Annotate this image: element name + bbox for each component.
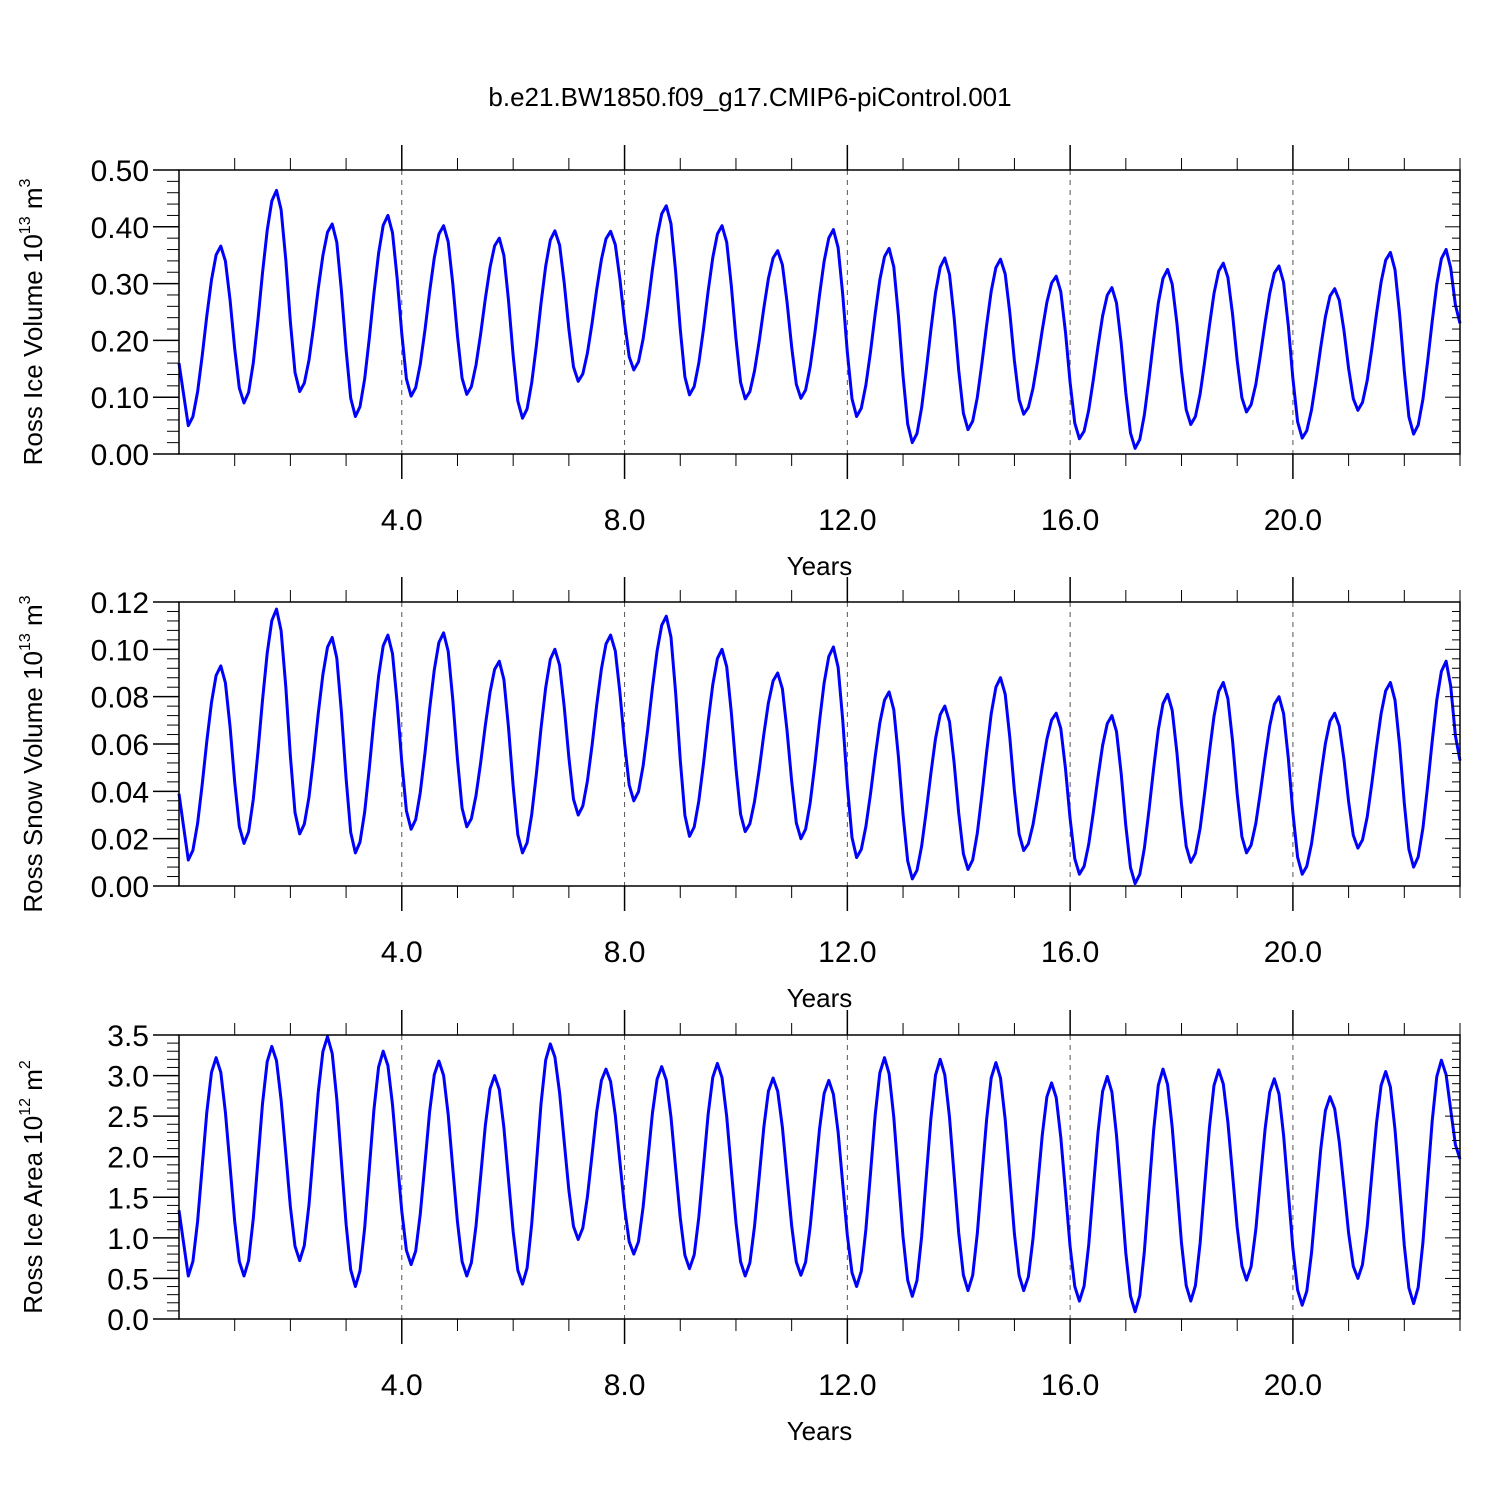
y-tick-label: 0.0 xyxy=(107,1304,149,1337)
x-tick-label: 16.0 xyxy=(1041,1369,1099,1402)
series-line xyxy=(177,1035,1462,1314)
y-tick-label: 0.02 xyxy=(91,824,149,857)
x-tick-label: 16.0 xyxy=(1041,504,1099,537)
x-tick-label: 12.0 xyxy=(818,504,876,537)
y-axis-title: Ross Ice Area 1012 m2 xyxy=(17,1060,48,1314)
y-tick-label: 1.5 xyxy=(107,1182,149,1215)
y-tick-label: 0.20 xyxy=(91,325,149,358)
x-axis-title: Years xyxy=(787,983,853,1013)
y-tick-label: 0.5 xyxy=(107,1263,149,1296)
x-tick-label: 12.0 xyxy=(818,936,876,969)
y-tick-label: 0.40 xyxy=(91,212,149,245)
x-tick-label: 20.0 xyxy=(1264,504,1322,537)
plot-frame xyxy=(178,169,1461,455)
y-tick-label: 2.5 xyxy=(107,1101,149,1134)
y-tick-label: 3.0 xyxy=(107,1061,149,1094)
series-line xyxy=(177,188,1462,450)
x-tick-label: 8.0 xyxy=(604,936,646,969)
y-tick-label: 2.0 xyxy=(107,1142,149,1175)
panel-3: 0.0 0.5 1.0 1.5 2.0 2.5 3.0 3.5 4.0 8.0 12.0 16.0 20… xyxy=(17,1010,1462,1446)
x-axis-title: Years xyxy=(787,551,853,581)
x-tick-label: 8.0 xyxy=(604,1369,646,1402)
x-tick-label: 20.0 xyxy=(1264,1369,1322,1402)
x-tick-label: 16.0 xyxy=(1041,936,1099,969)
y-tick-label: 0.06 xyxy=(91,729,149,762)
x-axis-title: Years xyxy=(787,1416,853,1446)
y-axis-title: Ross Ice Volume 1013 m3 xyxy=(17,178,48,465)
x-tick-label: 12.0 xyxy=(818,1369,876,1402)
x-tick-label: 20.0 xyxy=(1264,936,1322,969)
plot-frame xyxy=(178,1034,1461,1320)
y-tick-label: 0.10 xyxy=(91,634,149,667)
y-tick-label: 0.10 xyxy=(91,382,149,415)
y-tick-label: 0.04 xyxy=(91,776,149,809)
y-tick-label: 0.08 xyxy=(91,682,149,715)
x-tick-label: 4.0 xyxy=(381,504,423,537)
y-tick-label: 0.30 xyxy=(91,269,149,302)
figure-title: b.e21.BW1850.f09_g17.CMIP6-piControl.001 xyxy=(488,82,1012,112)
y-axis-title: Ross Snow Volume 1013 m3 xyxy=(17,595,48,912)
x-tick-label: 4.0 xyxy=(381,936,423,969)
y-tick-label: 3.5 xyxy=(107,1020,149,1053)
series-line xyxy=(177,607,1462,886)
y-tick-label: 1.0 xyxy=(107,1223,149,1256)
y-tick-label: 0.50 xyxy=(91,155,149,188)
y-tick-label: 0.00 xyxy=(91,439,149,472)
y-tick-label: 0.12 xyxy=(91,587,149,620)
panel-1: 0.00 0.10 0.20 0.30 0.40 0.50 4.0 8.0 12.0 16.0 20… xyxy=(17,145,1462,581)
y-tick-label: 0.00 xyxy=(91,871,149,904)
x-tick-label: 8.0 xyxy=(604,504,646,537)
panel-2: 0.00 0.02 0.04 0.06 0.08 0.10 0.12 4.0 8.0 12.0 16… xyxy=(17,577,1462,1013)
x-tick-label: 4.0 xyxy=(381,1369,423,1402)
